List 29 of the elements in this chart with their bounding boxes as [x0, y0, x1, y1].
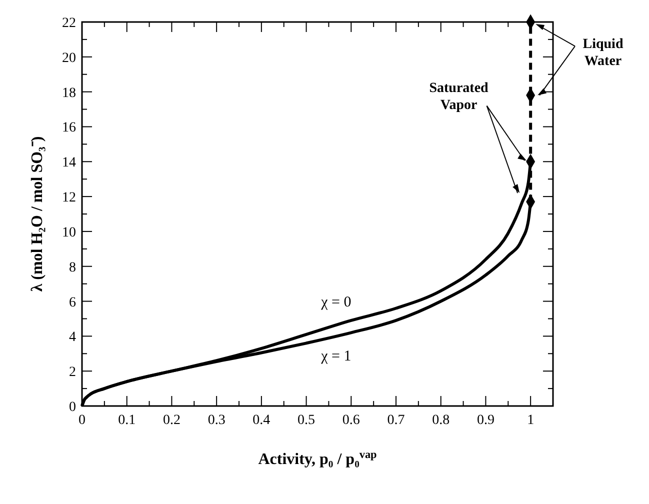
x-tick-label: 0.4: [252, 413, 270, 428]
y-tick-label: 20: [62, 50, 76, 66]
y-tick-label: 6: [69, 295, 76, 310]
annotation: χ = 0: [320, 294, 352, 310]
x-tick-label: 0.7: [387, 413, 405, 428]
y-tick-label: 2: [69, 365, 76, 380]
x-tick-label: 0.6: [342, 413, 360, 428]
y-axis-title: λ (mol H₂O / mol SO₃⁻): [29, 136, 46, 292]
x-tick-label: 0.5: [298, 413, 316, 428]
x-tick-label: 0.2: [162, 413, 180, 428]
x-tick-label: 0.1: [118, 413, 136, 428]
y-tick-label: 10: [62, 225, 76, 240]
x-tick-label: 0.3: [208, 413, 226, 428]
x-tick-label: 0.8: [432, 413, 450, 428]
y-tick-label: 18: [62, 86, 76, 101]
y-tick-label: 8: [69, 260, 76, 276]
annotation: χ = 1: [320, 348, 352, 365]
x-tick-label: 0.9: [476, 413, 494, 428]
x-axis-title: Activity, p₀ / p₀$^{vap}$: [258, 449, 377, 468]
y-tick-label: 12: [62, 190, 76, 206]
annotation: Liquid Water: [582, 37, 624, 70]
y-tick-label: 4: [69, 330, 76, 346]
y-tick-label: 14: [62, 156, 76, 171]
annotation: Saturated Vapor: [429, 80, 489, 113]
y-tick-label: 16: [62, 120, 76, 136]
x-tick-label: 0: [78, 413, 86, 428]
y-tick-label: 0: [69, 400, 76, 415]
x-tick-label: 1: [527, 413, 534, 428]
y-tick-label: 22: [62, 16, 76, 31]
